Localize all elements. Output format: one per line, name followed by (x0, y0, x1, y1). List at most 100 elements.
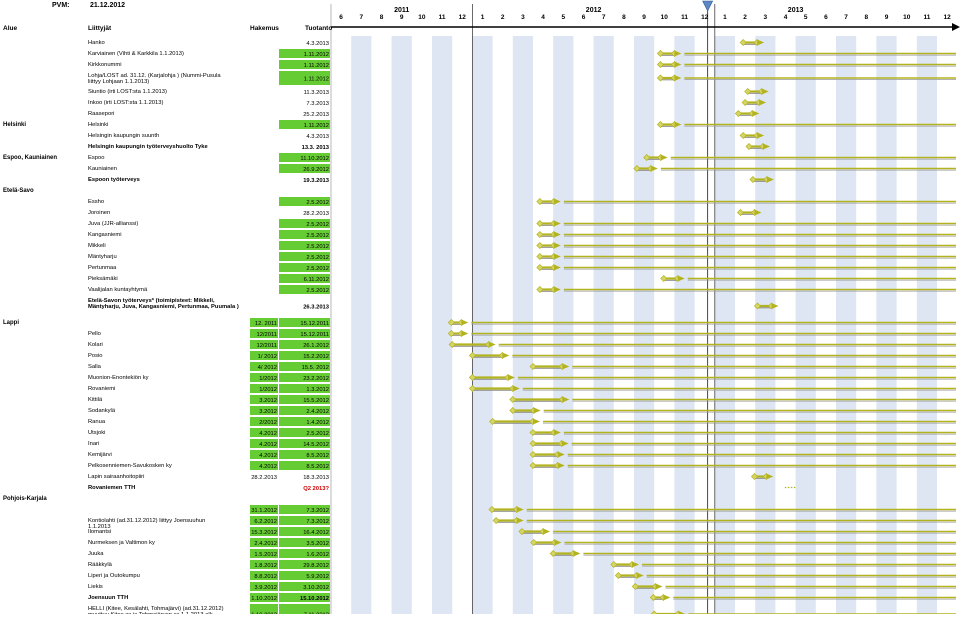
row-hakemus: 3.9.2012 (254, 585, 277, 591)
bar-arrowhead (533, 407, 541, 414)
bar-arrowhead (636, 572, 644, 579)
month-label: 6 (582, 14, 586, 21)
bar-arrowhead (757, 132, 765, 139)
tuotanto-cell (279, 417, 330, 426)
hakemus-cell (250, 406, 278, 415)
gantt-bars (447, 39, 956, 618)
month-label: 4 (784, 14, 788, 21)
row-name: Mäntyharju, Juva, Kangasniemi, Pertunmaa… (88, 304, 239, 310)
bar-arrowhead (562, 396, 570, 403)
month-label: 11 (923, 14, 930, 21)
header-hakemus: Hakemus (250, 25, 279, 32)
bar-start-marker (656, 61, 664, 68)
hakemus-cell (250, 560, 278, 569)
row-name: Juuka (88, 551, 104, 557)
group-label: Espoo, Kauniainen (3, 155, 57, 161)
row-hakemus: 28.2.2013 (251, 475, 277, 481)
month-band (836, 36, 857, 614)
bar-arrowhead (754, 209, 762, 216)
bar-start-marker (660, 275, 668, 282)
bar-arrowhead (561, 440, 569, 447)
bar-arrowhead (516, 506, 524, 513)
bar-arrowhead (543, 528, 551, 535)
row-tuotanto: 15.5.2012 (303, 398, 329, 404)
row-name: Kolari (88, 342, 103, 348)
month-label: 2 (743, 14, 747, 21)
row-name: Liperi ja Outokumpu (88, 573, 140, 579)
tuotanto-cell (279, 71, 330, 85)
bar-start-marker (656, 121, 664, 128)
year-label: 2013 (788, 7, 804, 14)
bar-arrowhead (766, 176, 774, 183)
bar-start-marker (529, 462, 537, 469)
month-band (755, 36, 776, 614)
bar-start-marker (468, 374, 476, 381)
hakemus-cell (250, 538, 278, 547)
row-tuotanto: 8.5.2012 (306, 464, 329, 470)
row-tuotanto: 1.6.2012 (306, 552, 329, 558)
tuotanto-cell (279, 362, 330, 371)
row-tuotanto: 26.9.2012 (303, 167, 329, 173)
row-tuotanto: 3.10.2012 (303, 585, 329, 591)
row-name: Pelkosenniemen-Savukosken ky (88, 463, 172, 469)
month-band (553, 36, 574, 614)
month-label: 1 (481, 14, 485, 21)
bar-arrowhead (761, 88, 769, 95)
month-band (472, 36, 493, 614)
row-hakemus: 3.2012 (259, 398, 277, 404)
tuotanto-cell (279, 516, 330, 525)
tuotanto-cell (279, 582, 330, 591)
row-tuotanto: 2.5.2012 (306, 222, 329, 228)
row-name: liittyy Lohjaan 1.1.2013) (88, 79, 149, 85)
bar-start-marker (468, 352, 476, 359)
row-tuotanto: 2.5.2012 (306, 244, 329, 250)
row-hakemus: 12/2011 (256, 332, 277, 338)
tuotanto-cell (279, 274, 330, 283)
row-hakemus: 4.2012 (259, 431, 277, 437)
month-label: 5 (561, 14, 565, 21)
row-hakemus: 1/ 2012 (258, 354, 277, 360)
row-tuotanto: 7.3.2012 (306, 519, 329, 525)
tuotanto-cell (279, 230, 330, 239)
row-name: Karviainen (Vihti & Karkkila 1.1.2013) (88, 51, 184, 57)
hakemus-cell (250, 516, 278, 525)
bar-start-marker (536, 286, 544, 293)
bar-start-marker (656, 74, 664, 82)
month-band (714, 36, 735, 614)
month-band (593, 36, 614, 614)
row-name: Joroinen (88, 210, 110, 216)
bar-start-marker (741, 99, 749, 106)
month-label: 10 (418, 14, 426, 21)
bar-arrowhead (677, 275, 685, 282)
month-label: 5 (804, 14, 808, 21)
row-hakemus: 1/2012 (259, 387, 277, 393)
bar-start-marker (749, 176, 757, 183)
row-name: Rovaniemen TTH (88, 485, 135, 491)
row-tuotanto: 2.5.2012 (306, 200, 329, 206)
tuotanto-cell (279, 263, 330, 272)
row-name: Joensuun TTH (88, 595, 128, 601)
bar-arrowhead (759, 99, 767, 106)
row-hakemus: 1/2012 (259, 376, 277, 382)
bar-start-marker (529, 363, 537, 370)
header-liittyjat: Liittyjät (88, 25, 112, 32)
row-tuotanto: 2.5.2012 (306, 288, 329, 294)
row-hakemus: 1.10.2012 (251, 596, 277, 602)
row-hakemus: 31.1.2012 (251, 508, 277, 514)
month-band (512, 36, 533, 614)
bar-arrowhead (674, 61, 682, 68)
month-label: 7 (602, 14, 606, 21)
month-label: 12 (459, 14, 467, 21)
bar-start-marker (529, 440, 537, 447)
row-tuotanto: 2.5.2012 (306, 255, 329, 261)
tuotanto-cell (279, 428, 330, 437)
tuotanto-cell (279, 527, 330, 536)
row-name: Liekis (88, 584, 103, 590)
month-band (916, 36, 937, 614)
bar-arrowhead (554, 539, 562, 546)
bar-arrowhead (553, 231, 561, 238)
bar-arrowhead (512, 385, 520, 392)
bar-start-marker (536, 220, 544, 227)
month-label: 3 (763, 14, 767, 21)
